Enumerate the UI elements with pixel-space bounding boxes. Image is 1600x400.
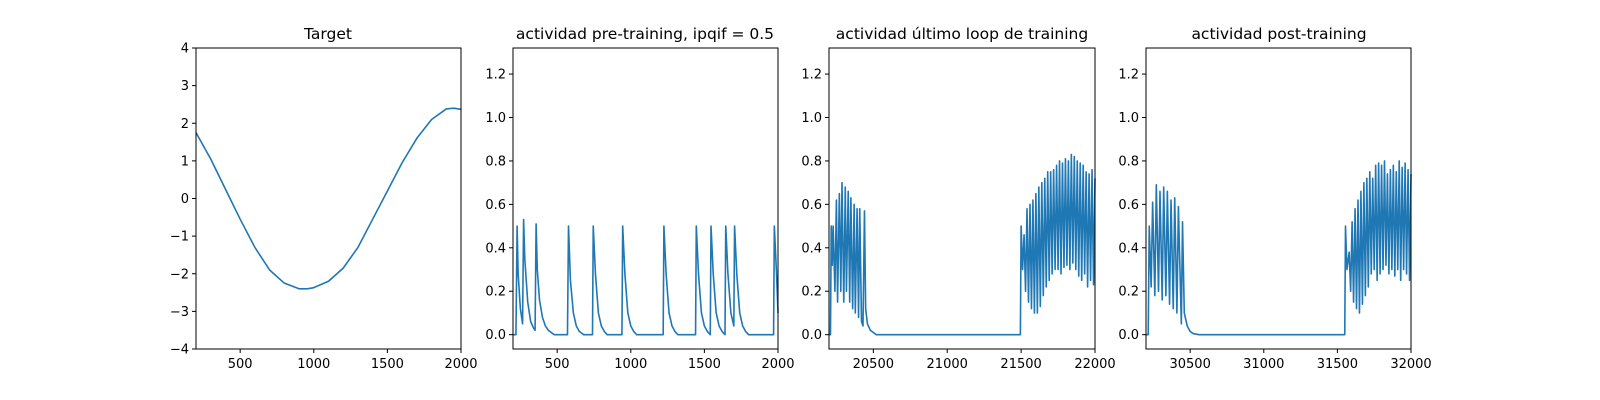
plot-title: actividad post-training [1191,25,1366,43]
series-line [829,153,1096,336]
y-tick-label: 0.4 [801,241,822,256]
x-tick-label: 500 [228,357,253,372]
y-tick-label: −1 [170,230,189,245]
x-tick-label: 21500 [1000,357,1041,372]
axes-frame [195,47,462,350]
plot-title: actividad pre-training, ipqif = 0.5 [516,25,774,43]
plot-title: Target [303,25,352,43]
x-tick-label: 32000 [1390,357,1431,372]
x-tick-label: 500 [545,357,570,372]
y-tick-label: 0.6 [801,198,822,213]
x-tick-label: 31000 [1243,357,1284,372]
plot-area: 20500 21000 21500 22000 0.0 0.2 0.4 0.6 0.8 1.0 1.… [801,47,1116,372]
axes-frame [828,47,1096,350]
y-tick-label: 0.4 [1118,241,1139,256]
subplot-post-training: actividad post-training 30500 31000 31500 3… [1118,25,1431,372]
subplot-target: Target 500 1000 1500 2000 −4 −3 −2 −1 0 1 2 3 4 [170,25,478,372]
plot-title: actividad último loop de training [836,25,1088,43]
axes-frame [512,47,779,350]
x-tick-label: 21000 [927,357,968,372]
y-tick-label: −3 [170,305,189,320]
y-tick-label: 0.8 [485,154,506,169]
y-tick-label: 0.2 [1118,285,1139,300]
y-tick-label: 1.2 [1118,68,1139,83]
y-tick-label: 3 [181,79,189,94]
series-line [1146,160,1412,336]
x-tick-label: 1000 [614,357,647,372]
y-tick-label: 0.0 [801,328,822,343]
y-tick-label: 1.0 [801,111,822,126]
y-tick-label: −2 [170,267,189,282]
x-tick-label: 1500 [371,357,404,372]
y-tick-label: 2 [181,117,189,132]
y-tick-label: 0.2 [485,285,506,300]
y-tick-label: 0.8 [1118,154,1139,169]
y-tick-label: 0.6 [1118,198,1139,213]
x-tick-label: 1000 [297,357,330,372]
y-tick-label: 1 [181,154,189,169]
x-tick-label: 30500 [1169,357,1210,372]
y-tick-label: 1.2 [485,68,506,83]
x-tick-label: 2000 [761,357,794,372]
y-tick-label: 0.0 [1118,328,1139,343]
subplot-last-training-loop: actividad último loop de training 20500 2… [801,25,1115,372]
y-tick-label: 0.0 [485,328,506,343]
subplot-pre-training: actividad pre-training, ipqif = 0.5 500 1… [485,25,794,372]
y-tick-label: 0.2 [801,285,822,300]
series-line [195,107,462,290]
y-tick-label: 0 [181,192,189,207]
plot-area: 500 1000 1500 2000 −4 −3 −2 −1 0 1 2 3 4 [170,42,478,373]
series-line [513,218,779,336]
y-tick-label: 0.8 [801,154,822,169]
x-tick-label: 20500 [853,357,894,372]
x-tick-label: 31500 [1317,357,1358,372]
y-tick-label: 1.0 [1118,111,1139,126]
y-tick-label: 0.4 [485,241,506,256]
x-tick-label: 2000 [444,357,477,372]
plot-area: 30500 31000 31500 32000 0.0 0.2 0.4 0.6 0.8 1.0 1.… [1118,47,1432,372]
y-tick-label: 1.2 [801,68,822,83]
y-tick-label: 0.6 [485,198,506,213]
y-tick-label: 1.0 [485,111,506,126]
x-tick-label: 1500 [688,357,721,372]
axes-frame [1145,47,1412,350]
y-tick-label: −4 [170,343,189,358]
y-tick-label: 4 [181,42,189,57]
plot-area: 500 1000 1500 2000 0.0 0.2 0.4 0.6 0.8 1.0 1.2 [485,47,795,372]
x-tick-label: 22000 [1074,357,1115,372]
